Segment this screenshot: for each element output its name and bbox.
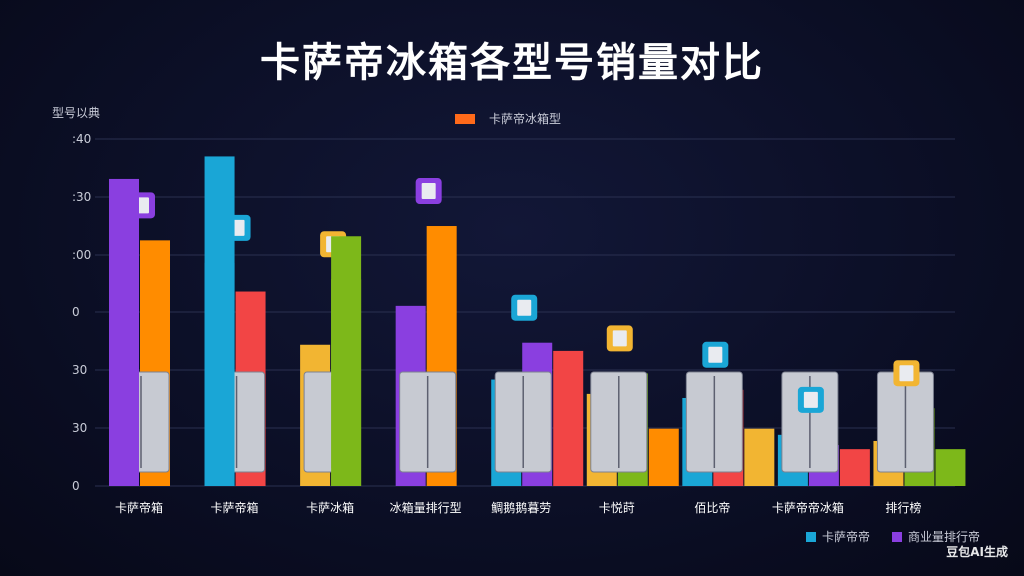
y-tick-label: 30 (72, 421, 87, 435)
fridge-icon (421, 183, 436, 200)
x-tick-label: 鲷鹅鹅暮劳 (491, 501, 551, 515)
fridge-icon (899, 365, 914, 382)
y-tick-label: :40 (72, 132, 91, 146)
y-tick-label: 0 (72, 305, 80, 319)
legend-label-cyan: 卡萨帝帝 (822, 530, 871, 544)
legend-label-purple: 商业量排行帝 (908, 530, 981, 544)
x-tick-label: 卡萨帝箱 (115, 500, 163, 515)
legend-top-label: 卡萨帝冰箱型 (489, 112, 562, 126)
legend-top-swatch (455, 113, 475, 124)
x-tick-label: 佰比帝 (694, 500, 730, 515)
y-tick-label: :30 (72, 190, 91, 204)
y-tick-label: 0 (72, 479, 80, 493)
bar (648, 428, 679, 486)
x-tick-label: 卡萨帝箱 (211, 500, 259, 515)
fridge-icon (708, 346, 723, 363)
y-tick-label: 30 (72, 363, 87, 377)
fridge-icon (517, 299, 532, 316)
chart-title: 卡萨帝冰箱各型号销量对比 (260, 40, 764, 86)
bar-tall (204, 156, 235, 486)
bar-tall (331, 236, 362, 486)
bar (744, 428, 775, 486)
y-axis-unit-label: 型号以典 (52, 106, 101, 120)
bar (839, 449, 870, 486)
legend-swatch-purple (892, 531, 903, 542)
y-tick-label: :00 (72, 248, 91, 262)
ai-watermark: 豆包AI生成 (946, 545, 1008, 559)
x-tick-label: 卡萨帝帝冰箱 (772, 500, 844, 515)
fridge-icon (803, 391, 818, 408)
fridge-icon (612, 330, 627, 347)
bar (935, 449, 966, 486)
legend-bottom: 卡萨帝帝 商业量排行帝 (806, 528, 980, 545)
bar-tall (109, 178, 139, 487)
x-tick-label: 卡悦莳 (599, 501, 635, 515)
legend-top: 卡萨帝冰箱型 (455, 110, 561, 127)
legend-swatch-cyan (806, 531, 816, 542)
x-tick-label: 冰箱量排行型 (390, 500, 462, 515)
x-tick-label: 卡萨冰箱 (306, 500, 354, 515)
x-tick-label: 排行榜 (885, 500, 921, 515)
bar (553, 350, 584, 486)
